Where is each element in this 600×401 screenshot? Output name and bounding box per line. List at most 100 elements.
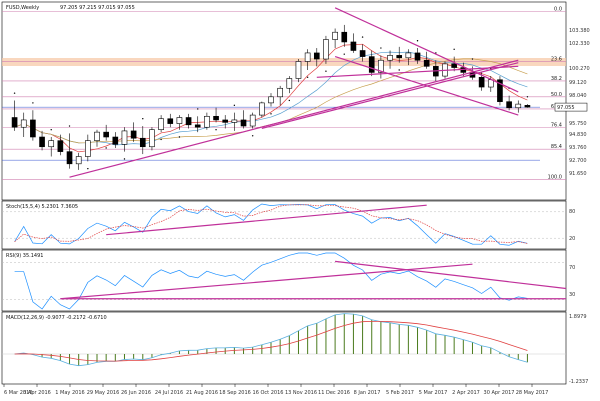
x-label-11: 8 Jan 2017 [354,390,381,396]
fib-label-3: 50.0 [551,92,562,98]
stoch-trendline [106,204,427,236]
psar-dot-40 [380,47,382,49]
candle-body-53 [497,79,503,102]
x-label-1: 3 Apr 2016 [23,390,51,396]
fib-label-5: 76.4 [551,122,562,128]
candle-body-39 [368,56,375,73]
candle-body-20 [194,124,201,128]
psar-dot-28 [270,113,272,115]
candle-body-32 [304,52,311,62]
candle-body-44 [414,52,421,61]
fib-label-7: 100.0 [548,175,562,181]
x-label-2: 1 May 2016 [55,390,84,396]
psar-dot-8 [87,167,89,170]
rsi-level-30: 30 [569,292,575,298]
price-axis-label-7: 93.760 [569,145,587,151]
trendline-3 [334,56,519,116]
psar-dot-16 [160,138,162,141]
candle-body-55 [515,103,522,109]
price-axis-label-6: 94.830 [569,132,587,138]
candle-body-12 [121,130,128,145]
trendline-0 [69,59,519,178]
psar-dot-32 [306,76,309,79]
psar-dot-4 [50,128,52,131]
price-axis-label-4: 98.040 [569,93,587,99]
header-ohlc: 97.205 97.215 97.015 97.055 [60,5,135,11]
header-symbol: FUSD,Weekly [6,5,39,11]
psar-dot-38 [361,36,364,38]
candle-body-34 [323,39,329,60]
stoch-line-1 [14,204,528,244]
candle-body-21 [204,115,210,128]
price-axis-label-0: 103.380 [569,28,590,34]
psar-dot-14 [142,118,144,120]
psar-dot-0 [13,92,16,94]
psar-dot-26 [251,135,254,137]
candle-body-1 [20,119,27,128]
ma-line-0 [14,43,528,153]
psar-dot-18 [178,136,181,138]
psar-dot-24 [233,104,236,107]
candle-body-16 [158,118,164,130]
macd-series-0 [14,313,528,367]
price-panel-frame [1,1,567,201]
price-axis-label-8: 92.700 [569,158,587,164]
macd-top-label: 1.8979 [569,314,587,320]
macd-histogram [2,313,566,367]
candle-body-36 [341,31,348,43]
price-axis-label-9: 91.650 [569,171,587,177]
x-label-10: 11 Dec 2016 [318,390,350,396]
x-label-4: 26 Jun 2016 [121,390,151,396]
candle-body-22 [213,115,219,121]
candle-body-11 [112,136,119,145]
fib-label-2: 38.2 [551,76,562,82]
candle-body-24 [231,119,238,123]
psar-dot-30 [288,99,291,102]
resistance-zone [2,58,566,66]
candle-body-42 [396,55,403,59]
x-label-9: 13 Nov 2016 [285,390,317,396]
candle-body-15 [149,129,155,148]
psar-dot-44 [416,40,419,42]
price-axis-label-1: 102.330 [569,41,590,47]
psar-dot-36 [343,53,345,55]
macd-title: MACD(12,26,9) -0.9077 -0.2172 -0.6710 [6,315,107,321]
candle-body-56 [524,105,531,108]
psar-dot-2 [32,102,34,104]
psar-dot-34 [325,70,327,72]
x-label-3: 29 May 2016 [87,390,120,396]
x-label-16: 28 May 2017 [516,390,549,396]
candle-body-33 [313,52,320,60]
candle-body-26 [249,114,256,127]
candle-body-54 [506,101,512,109]
candle-body-29 [277,87,283,98]
trendlines [69,7,519,178]
stoch-panel-frame [1,200,567,250]
stoch-level-80: 80 [569,209,575,215]
price-axis-label-5: 95.750 [569,121,587,127]
candle-body-4 [48,140,55,148]
candle-body-13 [130,130,137,139]
fib-label-1: 23.6 [551,56,562,62]
candle-body-51 [478,77,485,88]
fib-label-0: 0.0 [554,7,562,13]
macd-series-1 [14,321,528,362]
psar-dot-22 [215,128,217,131]
trendline-1 [261,62,519,130]
candle-body-10 [103,131,109,138]
psar-dot-20 [197,108,199,110]
candle-body-0 [11,117,18,128]
x-label-12: 5 Feb 2017 [386,390,414,396]
price-axis-label-2: 100.270 [569,66,590,72]
candle-body-38 [359,50,366,57]
psar-dot-12 [123,158,126,160]
candle-body-7 [75,156,82,165]
price-axis-label-3: 99.120 [569,80,587,86]
rsi-lines [2,252,567,310]
candle-body-3 [39,136,45,148]
rsi-trendline-resistance [335,260,567,290]
candle-body-8 [85,140,91,157]
stoch-line-0 [14,203,528,246]
